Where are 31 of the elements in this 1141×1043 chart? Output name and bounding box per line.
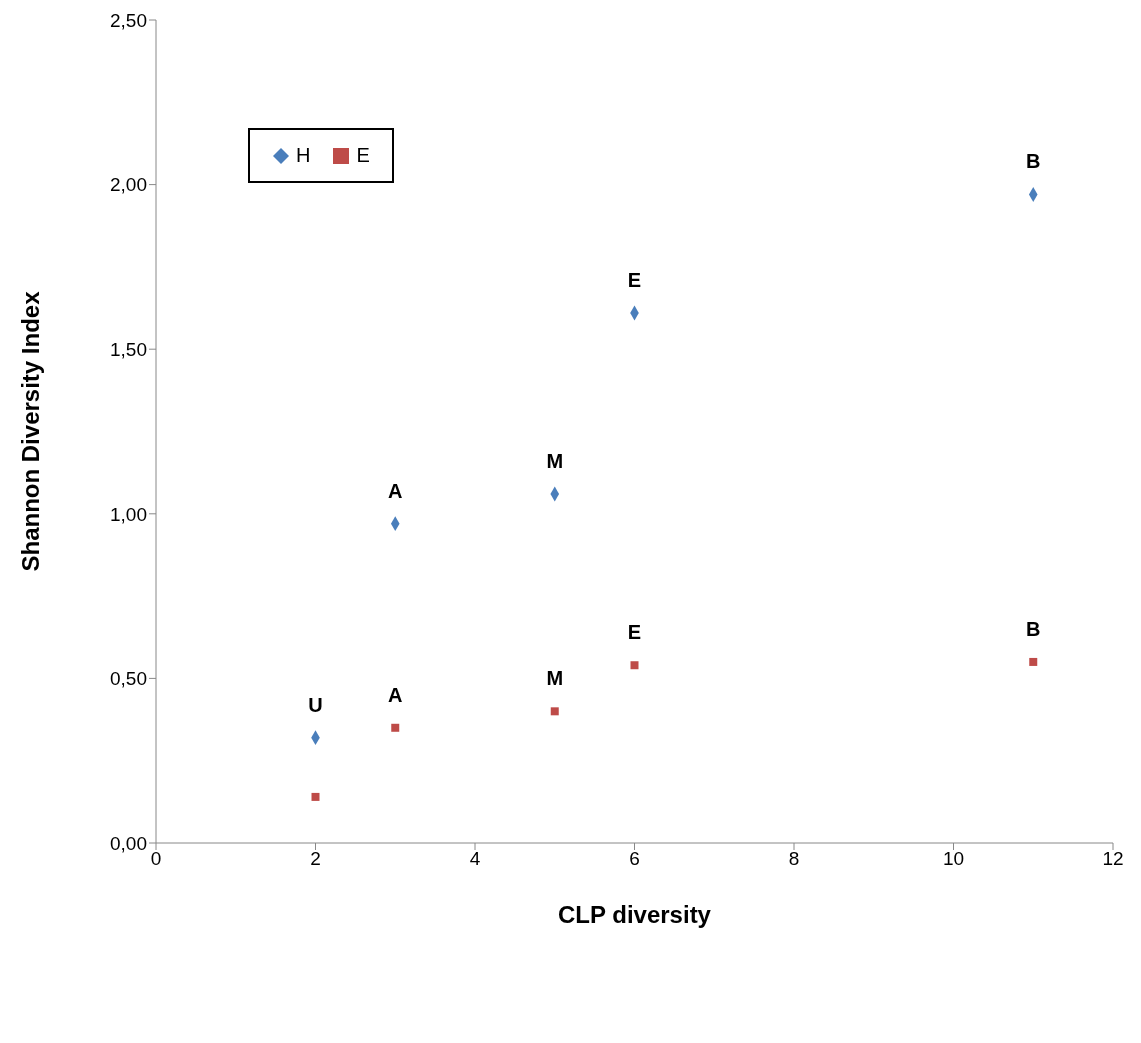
point — [311, 792, 320, 801]
annotation: A — [388, 683, 403, 706]
point — [550, 707, 559, 716]
annotation: A — [388, 479, 403, 502]
annotation: E — [627, 268, 642, 291]
annotation: M — [546, 450, 564, 473]
y-tick-label: 0,50 — [110, 668, 147, 690]
annotation: U — [308, 693, 323, 716]
x-axis-title: CLP diversity — [558, 901, 712, 928]
point — [630, 661, 639, 670]
x-tick-label: 0 — [150, 848, 162, 870]
x-tick-label: 4 — [469, 848, 481, 870]
x-tick-label: 2 — [310, 848, 321, 870]
annotation: E — [627, 621, 642, 644]
x-tick-label: 8 — [788, 848, 800, 870]
annotation: B — [1026, 150, 1041, 173]
y-tick-label: 1,00 — [110, 503, 147, 525]
y-axis-title: Shannon Diversity Index — [16, 290, 44, 572]
point — [1029, 657, 1038, 666]
legend-label: E — [355, 144, 370, 167]
annotation: M — [546, 667, 564, 690]
y-tick-label: 2,00 — [110, 174, 147, 196]
annotation: B — [1026, 617, 1041, 640]
legend-label: H — [295, 144, 311, 167]
y-tick-label: 2,50 — [110, 9, 147, 31]
x-tick-label: 6 — [629, 848, 640, 870]
y-tick-label: 0,00 — [110, 832, 147, 854]
x-tick-label: 12 — [1102, 848, 1124, 870]
point — [391, 723, 400, 732]
y-tick-label: 1,50 — [110, 338, 147, 360]
x-tick-label: 10 — [942, 848, 965, 870]
